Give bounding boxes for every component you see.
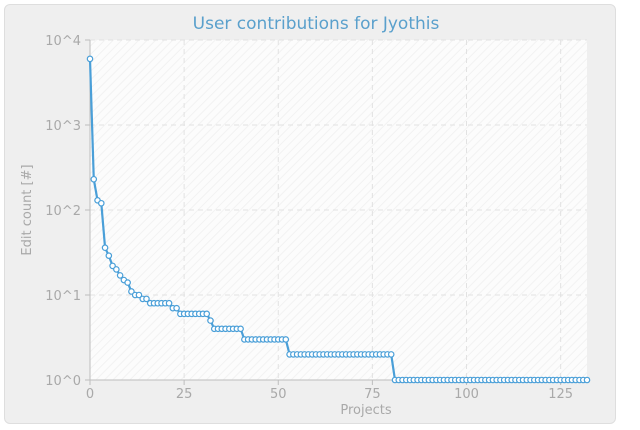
y-axis-label: Edit count [#] [20,164,35,255]
y-tick-label: 10^1 [45,289,81,304]
data-point [135,291,143,299]
data-point [113,266,120,273]
x-tick-label: 100 [454,387,479,402]
y-tick-label: 10^2 [45,204,81,219]
y-tick-label: 10^4 [45,34,81,49]
x-tick-labels: 0 25 50 75 100 125 [86,387,573,402]
series-layer [86,55,591,384]
data-point [165,299,173,307]
data-point [387,351,395,358]
data-point [97,199,105,207]
x-tick-label: 0 [86,387,94,402]
grid [90,39,587,380]
y-tick-label: 10^3 [45,119,81,134]
x-axis-label: Projects [340,403,391,418]
y-tick-labels: 10^0 10^1 10^2 10^3 10^4 [45,34,81,389]
y-tick-label: 10^0 [45,374,81,389]
data-point [105,252,113,259]
data-point [116,272,124,279]
data-point [282,336,290,343]
x-tick-label: 50 [270,387,287,402]
data-point [237,325,244,333]
x-tick-label: 125 [548,387,573,402]
data-point [124,279,131,286]
data-point [203,310,211,318]
x-tick-label: 25 [176,387,193,402]
data-point [207,317,214,324]
data-point [86,55,94,63]
data-point [583,376,591,384]
data-point [90,175,98,183]
data-point [101,244,109,252]
chart-title: User contributions for Jyothis [193,14,440,34]
x-tick-label: 75 [364,387,381,402]
data-point [143,295,150,303]
data-point [173,304,180,312]
